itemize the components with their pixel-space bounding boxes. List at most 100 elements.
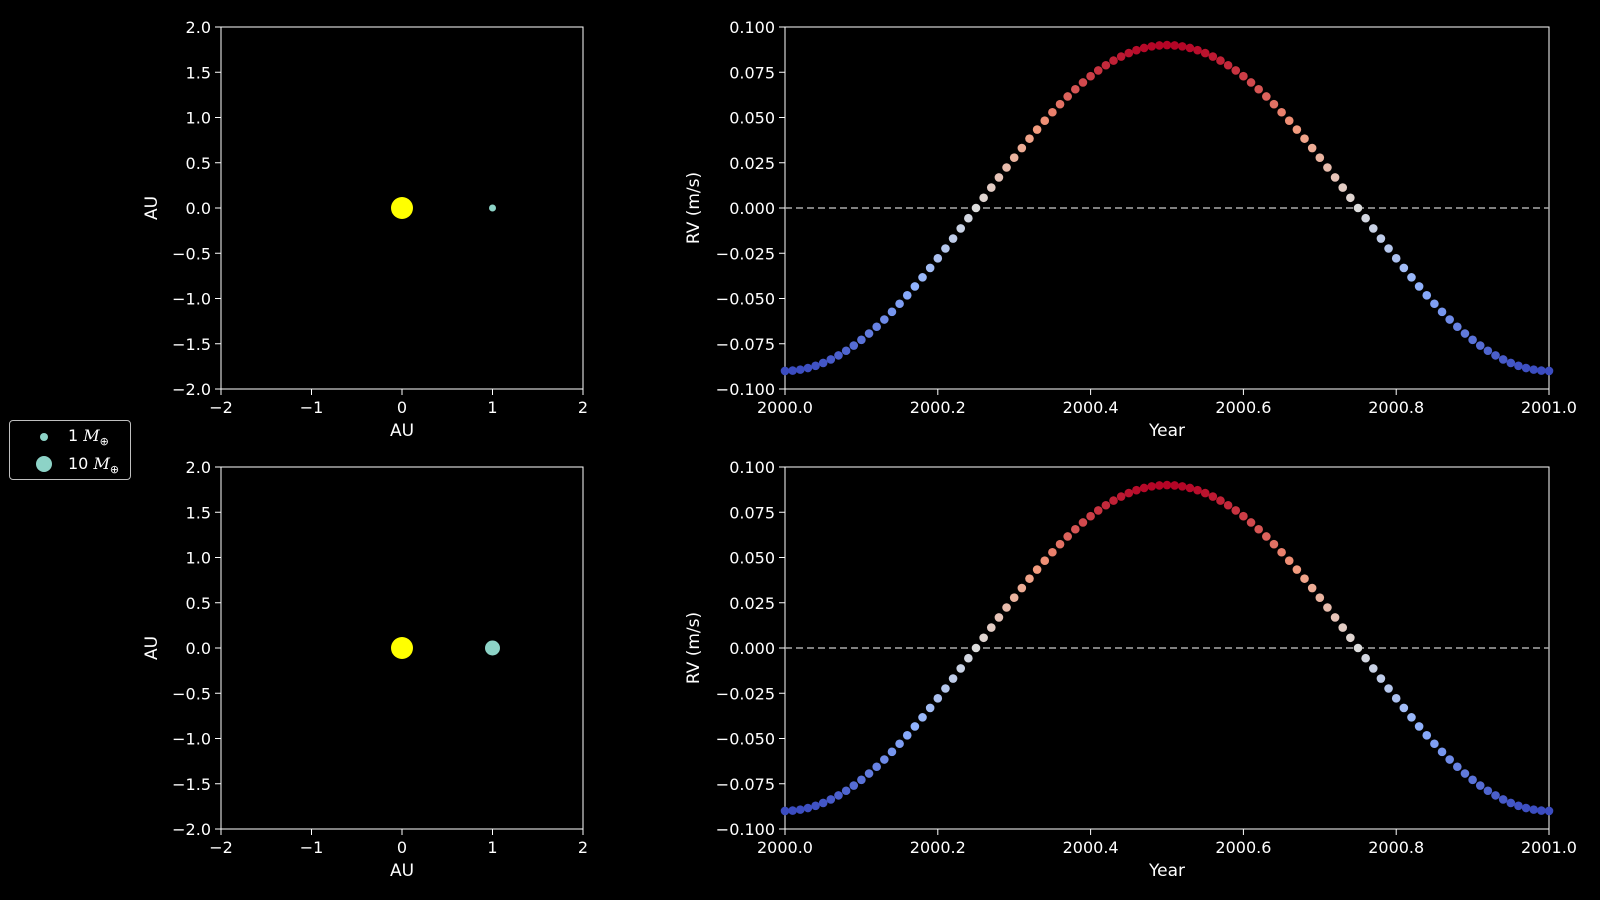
y-axis-label: AU — [142, 636, 162, 660]
rv-point — [1101, 500, 1111, 510]
rv-point — [1537, 806, 1546, 815]
rv-point — [880, 315, 889, 324]
y-tick-label: 0.050 — [729, 109, 775, 128]
y-tick-label: 1.0 — [186, 549, 211, 568]
rv-point — [1162, 40, 1172, 50]
rv-point — [1109, 56, 1118, 65]
rv-point — [1002, 163, 1011, 172]
rv-point — [872, 762, 881, 772]
rv-point — [1086, 71, 1095, 81]
x-tick-label: 2000.0 — [757, 838, 813, 857]
rv-point — [1262, 532, 1271, 541]
y-tick-label: 0.5 — [186, 594, 211, 613]
y-tick-label: −0.075 — [716, 775, 775, 794]
rv-point — [1116, 52, 1126, 61]
x-tick-label: 2000.2 — [910, 838, 966, 857]
rv-point — [1407, 713, 1416, 722]
rv-point — [1231, 506, 1241, 515]
y-tick-label: 0.075 — [729, 503, 775, 522]
rv-point — [1307, 583, 1317, 593]
rv-point — [1391, 254, 1401, 263]
rv-point — [1216, 56, 1225, 65]
rv-point — [788, 806, 797, 815]
rv-point — [902, 730, 912, 740]
rv-point — [849, 341, 859, 350]
y-tick-label: −0.5 — [172, 244, 211, 263]
rv-point — [780, 806, 790, 816]
y-tick-label: −1.5 — [172, 775, 211, 794]
x-tick-label: 2 — [578, 838, 588, 857]
rv-point — [1009, 153, 1019, 162]
rv-point — [1109, 496, 1118, 505]
x-tick-label: 2001.0 — [1521, 398, 1577, 417]
rv-point — [910, 282, 920, 291]
rv-point — [803, 363, 813, 373]
rv-point — [1453, 762, 1462, 772]
panel-orbit-bottom: −2 −1 0 1 2 −2.0 −1.5 −1.0 −0.5 0.0 0.5 1.0 1.5 2.0 AU… — [142, 458, 588, 881]
rv-point — [1155, 41, 1164, 50]
rv-point — [1437, 307, 1447, 317]
rv-point — [1002, 603, 1011, 612]
rv-point — [1017, 143, 1027, 153]
x-axis-label: AU — [390, 421, 414, 441]
rv-point — [795, 365, 805, 374]
rv-point — [1277, 107, 1286, 117]
x-tick-label: −1 — [300, 838, 324, 857]
y-tick-label: 0.0 — [186, 639, 211, 658]
rv-point — [941, 244, 950, 253]
y-tick-label: 2.0 — [186, 18, 211, 37]
rv-point — [864, 769, 874, 778]
rv-point — [956, 664, 966, 673]
y-axis-label: AU — [142, 196, 162, 220]
rv-point — [841, 346, 851, 356]
rv-point — [1491, 351, 1500, 360]
y-tick-label: 0.100 — [729, 18, 775, 37]
y-tick-label: −0.025 — [716, 684, 775, 703]
rv-point — [1139, 43, 1149, 53]
y-tick-label: 1.5 — [186, 63, 211, 82]
rv-point — [1529, 365, 1539, 374]
y-tick-label: −0.100 — [716, 380, 775, 399]
rv-point — [1246, 78, 1256, 87]
rv-point — [1284, 116, 1294, 126]
rv-point — [964, 653, 973, 663]
y-tick-label: 0.050 — [729, 549, 775, 568]
rv-point — [849, 781, 859, 790]
x-tick-label: 2000.2 — [910, 398, 966, 417]
rv-point — [1177, 482, 1187, 491]
y-tick-label: 2.0 — [186, 458, 211, 477]
rv-point — [1200, 488, 1210, 498]
rv-point — [1338, 623, 1348, 632]
rv-point — [1491, 791, 1500, 800]
y-tick-label: 0.100 — [729, 458, 775, 477]
rv-point — [1231, 66, 1241, 75]
rv-point — [1284, 556, 1294, 566]
y-tick-label: 1.5 — [186, 503, 211, 522]
rv-point — [1307, 143, 1317, 153]
rv-point — [925, 703, 935, 713]
rv-point — [948, 234, 958, 243]
rv-point — [1277, 547, 1286, 557]
rv-point — [895, 739, 904, 749]
rv-point — [1124, 488, 1134, 498]
rv-point — [1346, 193, 1355, 203]
legend: 1 M⊕ 10 M⊕ — [9, 420, 131, 480]
rv-point — [841, 786, 851, 796]
rv-point — [979, 633, 988, 643]
rv-point — [1361, 213, 1370, 223]
rv-point — [1414, 722, 1424, 731]
y-tick-label: −1.0 — [172, 730, 211, 749]
rv-point — [918, 713, 927, 722]
rv-point — [795, 805, 805, 814]
rv-point — [1430, 299, 1439, 309]
rv-point — [1483, 786, 1493, 796]
x-tick-label: 2000.4 — [1063, 398, 1119, 417]
rv-point — [1468, 775, 1477, 785]
rv-point — [925, 263, 935, 273]
legend-item-10-earth-mass: 10 M⊕ — [10, 452, 130, 478]
y-tick-label: −0.025 — [716, 244, 775, 263]
legend-sub-1: ⊕ — [99, 435, 109, 449]
rv-point — [1300, 134, 1309, 143]
rv-point — [1009, 593, 1019, 602]
rv-point — [1200, 48, 1210, 58]
